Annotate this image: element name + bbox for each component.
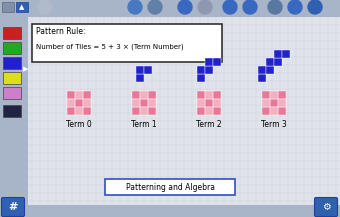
Bar bbox=[270, 91, 278, 99]
Bar bbox=[262, 107, 270, 115]
Bar bbox=[67, 99, 75, 107]
Text: ▲: ▲ bbox=[19, 4, 25, 10]
Bar bbox=[83, 99, 91, 107]
Bar bbox=[213, 107, 221, 115]
Bar bbox=[0, 0, 340, 17]
Bar bbox=[75, 107, 83, 115]
Bar bbox=[136, 74, 144, 82]
Text: Term 2: Term 2 bbox=[196, 120, 222, 129]
Bar bbox=[132, 91, 140, 99]
Bar bbox=[3, 72, 21, 84]
Bar bbox=[258, 74, 266, 82]
Circle shape bbox=[178, 0, 192, 14]
Text: Term 3: Term 3 bbox=[261, 120, 287, 129]
Bar bbox=[2, 2, 14, 12]
Bar bbox=[0, 17, 28, 217]
Bar bbox=[140, 107, 148, 115]
Bar bbox=[266, 66, 274, 74]
Bar bbox=[144, 66, 152, 74]
Bar bbox=[67, 107, 75, 115]
Bar bbox=[205, 58, 213, 66]
Bar bbox=[197, 99, 205, 107]
Bar bbox=[274, 50, 282, 58]
Bar bbox=[282, 50, 290, 58]
Bar bbox=[197, 74, 205, 82]
Bar bbox=[262, 99, 270, 107]
Bar bbox=[16, 2, 28, 12]
Circle shape bbox=[243, 0, 257, 14]
Bar bbox=[205, 66, 213, 74]
Bar bbox=[205, 99, 213, 107]
FancyBboxPatch shape bbox=[1, 197, 24, 217]
Bar bbox=[32, 24, 222, 62]
Bar bbox=[140, 99, 148, 107]
Bar bbox=[266, 58, 274, 66]
Bar bbox=[132, 99, 140, 107]
Bar bbox=[258, 66, 266, 74]
FancyBboxPatch shape bbox=[314, 197, 338, 217]
Circle shape bbox=[38, 0, 52, 14]
Bar bbox=[3, 57, 21, 69]
Text: Term 1: Term 1 bbox=[131, 120, 157, 129]
Text: Patterning and Algebra: Patterning and Algebra bbox=[125, 182, 215, 191]
Circle shape bbox=[148, 0, 162, 14]
Bar bbox=[197, 91, 205, 99]
Bar bbox=[3, 87, 21, 99]
Circle shape bbox=[198, 0, 212, 14]
Bar bbox=[213, 58, 221, 66]
Bar bbox=[262, 91, 270, 99]
Bar bbox=[278, 107, 286, 115]
Bar bbox=[140, 91, 148, 99]
Bar bbox=[67, 91, 75, 99]
Bar bbox=[278, 99, 286, 107]
Bar bbox=[132, 107, 140, 115]
Bar bbox=[136, 66, 144, 74]
Bar bbox=[213, 99, 221, 107]
Text: Number of Tiles = 5 + 3 × (Term Number): Number of Tiles = 5 + 3 × (Term Number) bbox=[36, 44, 184, 50]
Bar bbox=[75, 99, 83, 107]
Text: ▶: ▶ bbox=[23, 66, 29, 72]
Bar bbox=[274, 58, 282, 66]
Bar bbox=[148, 107, 156, 115]
Bar bbox=[83, 91, 91, 99]
Bar bbox=[148, 91, 156, 99]
Text: Term 0: Term 0 bbox=[66, 120, 92, 129]
Bar bbox=[270, 99, 278, 107]
Bar bbox=[278, 91, 286, 99]
Bar bbox=[83, 107, 91, 115]
Bar bbox=[3, 42, 21, 54]
Bar bbox=[205, 107, 213, 115]
Text: #: # bbox=[8, 202, 18, 212]
Bar bbox=[3, 27, 21, 39]
Bar bbox=[197, 66, 205, 74]
Circle shape bbox=[223, 0, 237, 14]
Circle shape bbox=[128, 0, 142, 14]
Bar bbox=[75, 91, 83, 99]
Circle shape bbox=[288, 0, 302, 14]
Bar bbox=[148, 99, 156, 107]
Bar bbox=[197, 107, 205, 115]
Bar bbox=[213, 91, 221, 99]
Circle shape bbox=[268, 0, 282, 14]
Text: ⚙: ⚙ bbox=[322, 202, 330, 212]
Circle shape bbox=[308, 0, 322, 14]
Bar bbox=[270, 107, 278, 115]
Bar bbox=[0, 205, 340, 217]
Bar bbox=[205, 91, 213, 99]
Bar bbox=[105, 179, 235, 195]
Text: Pattern Rule:: Pattern Rule: bbox=[36, 28, 85, 36]
Bar bbox=[3, 105, 21, 117]
